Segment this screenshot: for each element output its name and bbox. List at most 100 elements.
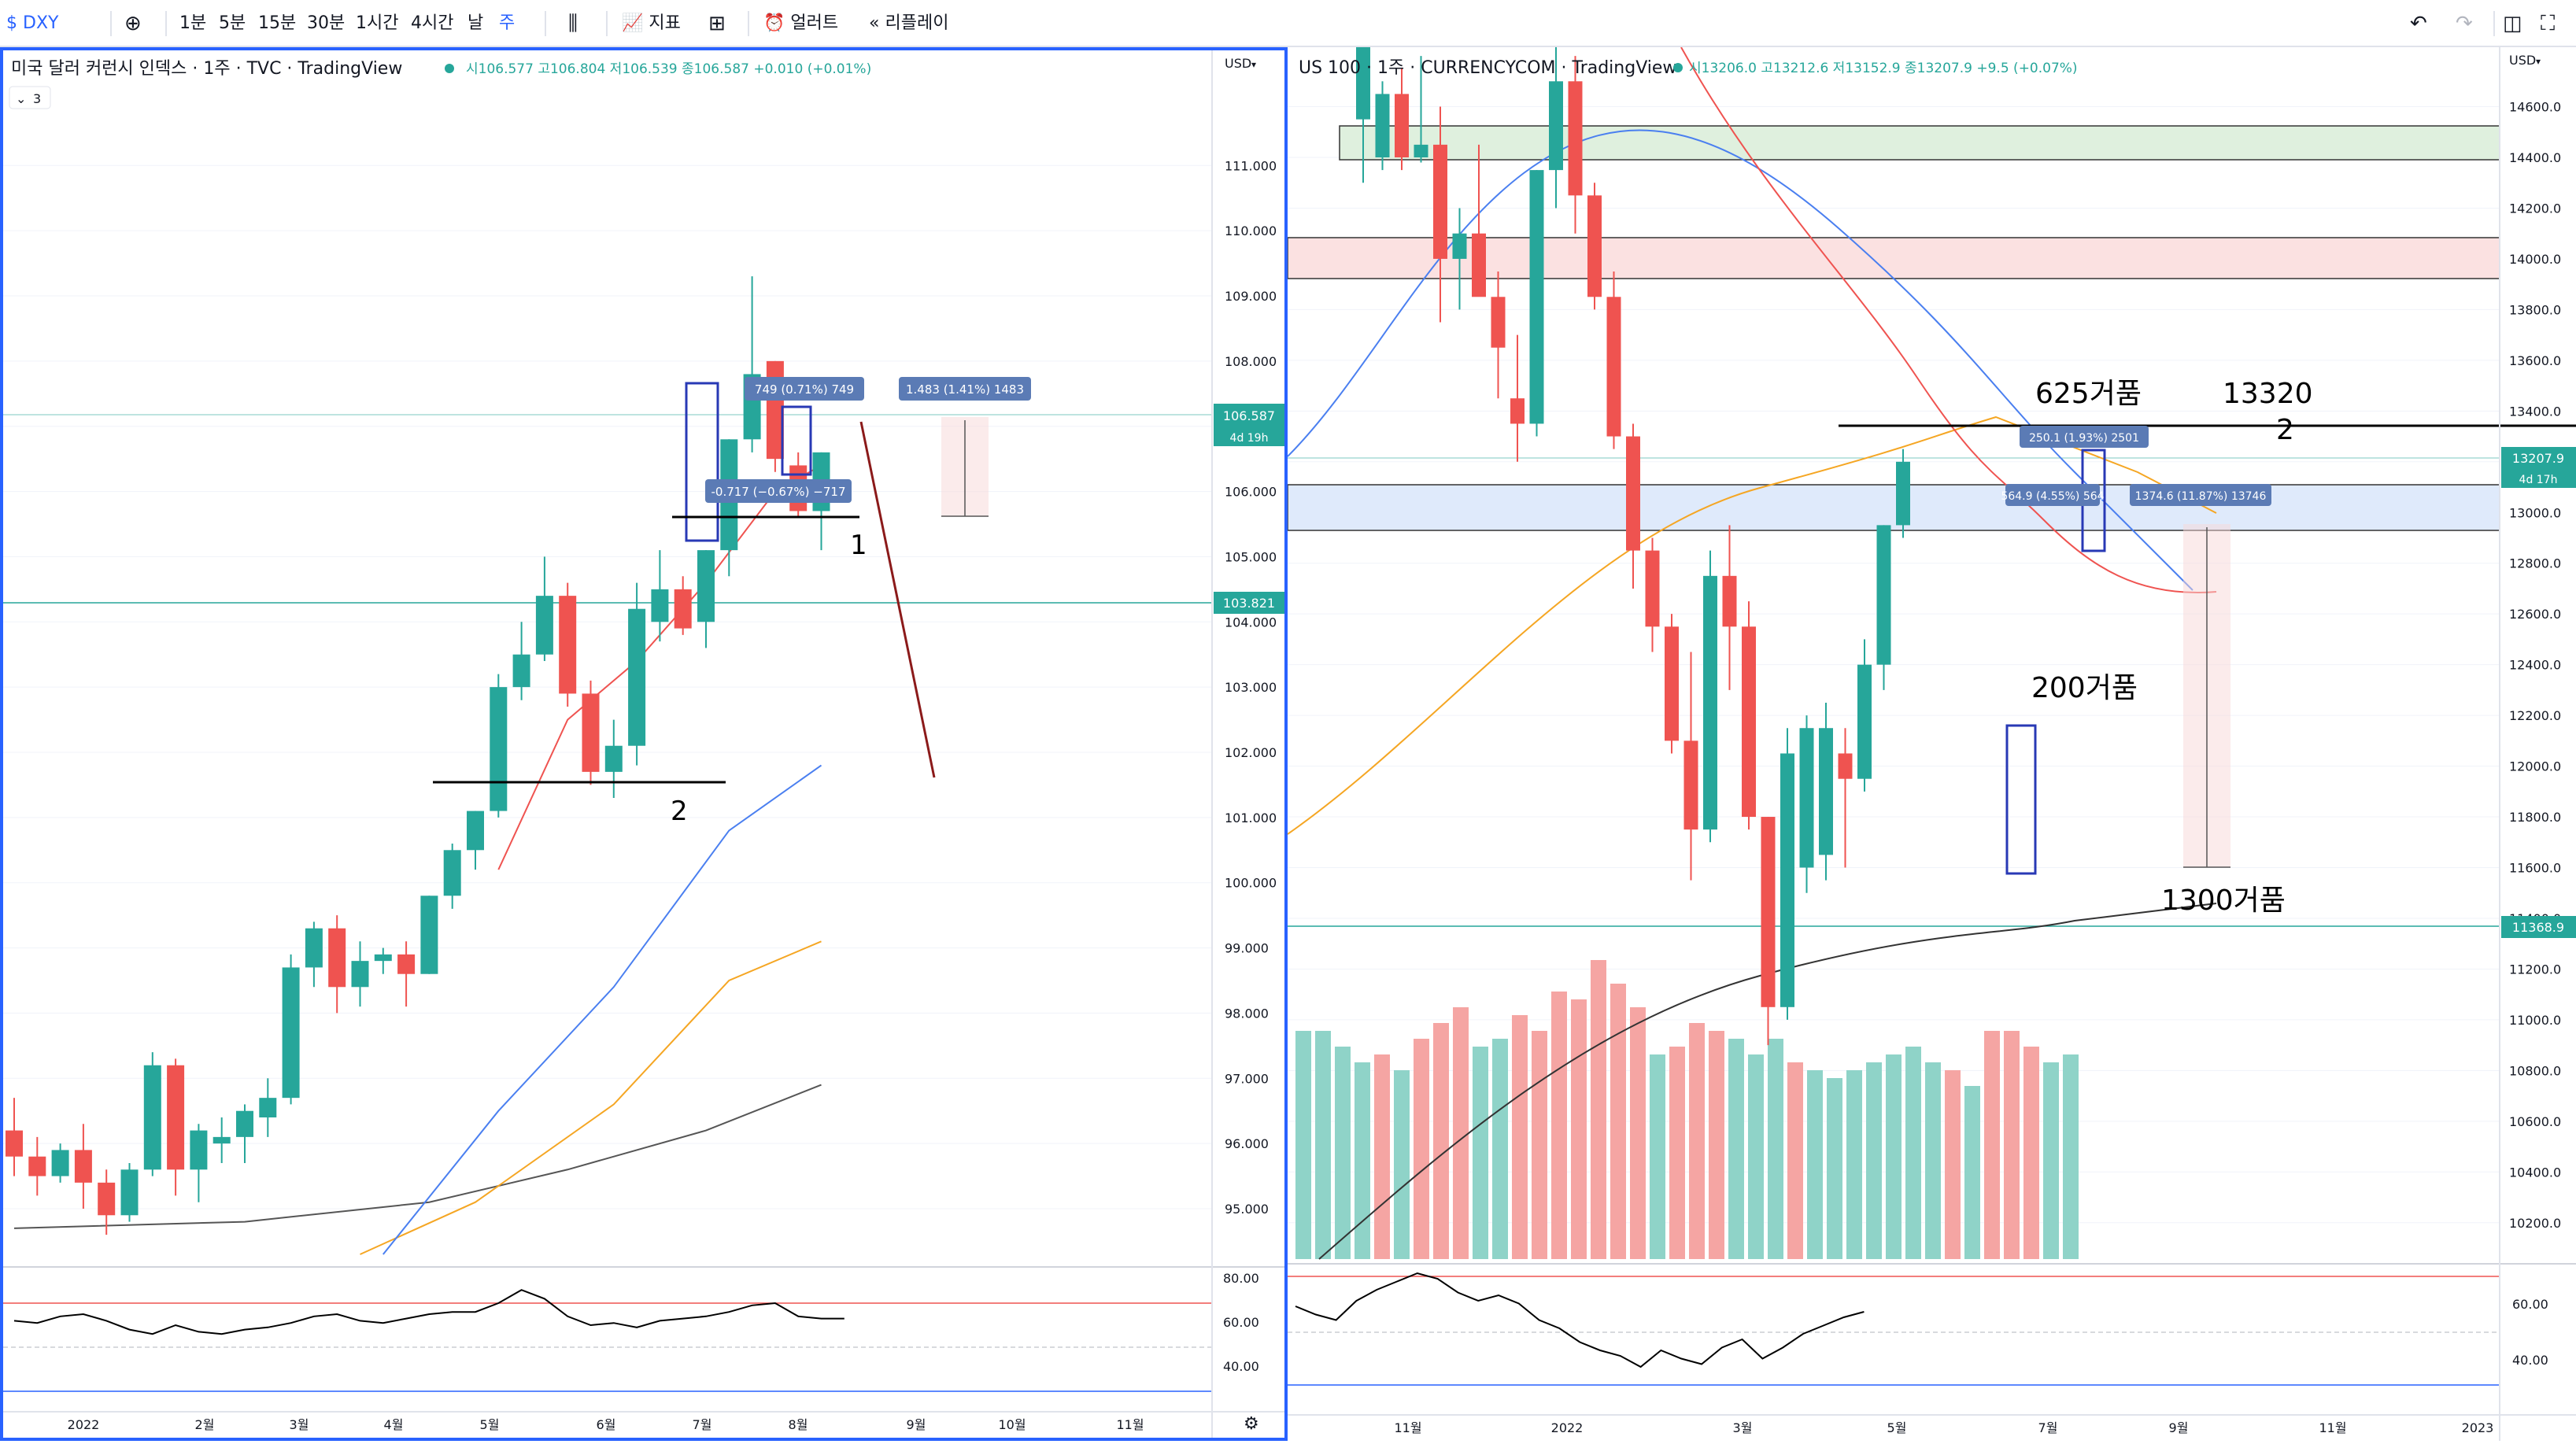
fullscreen-icon[interactable]: ⛶ [2541, 12, 2556, 35]
y-tick-label: 11000.0 [2509, 1013, 2561, 1028]
candle [420, 896, 438, 974]
candle [582, 693, 600, 772]
chart-pane-us100[interactable]: 250.1 (1.93%) 2501 564.9 (4.55%) 564 137… [1287, 17, 2576, 1441]
candle [397, 954, 416, 974]
candle [443, 850, 461, 896]
us100-chart[interactable]: 250.1 (1.93%) 2501 564.9 (4.55%) 564 137… [1287, 17, 2576, 1441]
measure-box-b-text: -0.717 (−0.67%) −717 [711, 485, 845, 499]
interval-1h[interactable]: 1시간 [356, 13, 399, 33]
chart-pane-dxy[interactable]: 1.483 (1.41%) 1483 749 (0.71%) 749 -0.71… [0, 47, 1288, 1441]
candles-icon[interactable]: ⫼ [568, 12, 578, 35]
volume-bar [1492, 1039, 1508, 1259]
interval-15m[interactable]: 15분 [258, 13, 297, 33]
measure-box-b[interactable] [705, 479, 852, 503]
interval-4h[interactable]: 4시간 [411, 13, 454, 33]
volume-bar [1866, 1062, 1882, 1259]
y-tick-label: 13800.0 [2509, 302, 2561, 317]
y-tick-label: 11800.0 [2509, 810, 2561, 825]
volume-bar [1984, 1031, 2000, 1259]
add-symbol-icon[interactable]: ⊕ [124, 12, 142, 35]
candle [1742, 626, 1756, 818]
candle [1472, 233, 1486, 297]
interval-1m[interactable]: 1분 [179, 13, 207, 33]
volume-bar [1394, 1070, 1410, 1259]
volume-bar [1551, 992, 1567, 1259]
y-tick-label: 10200.0 [2509, 1216, 2561, 1231]
y-tick-label: 11600.0 [2509, 861, 2561, 876]
measure-box-c[interactable] [2130, 484, 2271, 506]
zone-blue[interactable] [1287, 484, 2500, 531]
candle [374, 954, 392, 962]
candle [1780, 753, 1794, 1007]
replay-button[interactable]: « 리플레이 [869, 13, 949, 33]
layout-icon[interactable]: ◫ [2503, 12, 2522, 35]
volume-bar [1768, 1039, 1783, 1259]
level-tag-text: 103.821 [1223, 596, 1275, 611]
rsi-line [1295, 1272, 1865, 1368]
ma-orange-line [360, 940, 822, 1255]
x-tick-label: 5월 [480, 1417, 500, 1432]
volume-bar [1728, 1039, 1744, 1259]
ma-orange-line [1287, 415, 2217, 835]
zone-red[interactable] [1287, 237, 2500, 279]
volume-bar [1905, 1047, 1921, 1259]
interval-5m[interactable]: 5분 [219, 13, 246, 33]
volume-bar [2004, 1031, 2020, 1259]
volume-bar [1787, 1062, 1803, 1259]
x-tick-label: 6월 [597, 1417, 616, 1432]
legend-title[interactable]: US 100 · 1주 · CURRENCYCOM · TradingView [1299, 58, 1676, 78]
candle [305, 928, 323, 968]
candle [1722, 575, 1737, 627]
highlight-box-2[interactable] [781, 405, 812, 476]
indicator-toggle[interactable] [9, 86, 51, 109]
candle [697, 550, 715, 622]
undo-icon[interactable]: ↶ [2410, 12, 2427, 35]
y-tick-label: 100.000 [1225, 876, 1277, 891]
y-tick-label: 95.000 [1225, 1202, 1269, 1217]
settings-icon[interactable]: ⚙ [1244, 1414, 1259, 1434]
measure-box-b[interactable] [2005, 484, 2100, 506]
candle [1452, 233, 1467, 259]
volume-bar [1571, 999, 1587, 1259]
measure-box-a-text: 749 (0.71%) 749 [755, 382, 854, 397]
trend-line[interactable] [859, 421, 936, 778]
redo-icon[interactable]: ↷ [2456, 12, 2473, 35]
measure-box-a[interactable] [745, 377, 864, 401]
annot-1300: 1300거품 [2161, 884, 2286, 917]
y-tick-label: 109.000 [1225, 289, 1277, 304]
volume-bar [1925, 1062, 1941, 1259]
y-tick-label: 96.000 [1225, 1136, 1269, 1151]
y-tick-label: 98.000 [1225, 1006, 1269, 1021]
y-tick-label: 108.000 [1225, 354, 1277, 369]
price-tag-text: 106.587 [1223, 408, 1275, 423]
indicators-button[interactable]: 📈 지표 [622, 13, 681, 33]
annot-2: 2 [2276, 414, 2294, 446]
candle [1626, 436, 1640, 551]
measure-box-up-text: 1.483 (1.41%) 1483 [906, 382, 1024, 397]
candle [259, 1098, 277, 1117]
measure-box-a[interactable] [2020, 426, 2149, 448]
symbol-button[interactable]: $ DXY [6, 13, 59, 33]
volume-bar [1532, 1031, 1547, 1259]
legend-title[interactable]: 미국 달러 커런시 인덱스 · 1주 · TVC · TradingView [11, 59, 402, 79]
dxy-chart[interactable]: 1.483 (1.41%) 1483 749 (0.71%) 749 -0.71… [3, 50, 1284, 1438]
highlight-box-200[interactable] [2005, 724, 2037, 875]
measure-box-up[interactable] [899, 377, 1031, 401]
volume-bar [2023, 1047, 2039, 1259]
interval-30m[interactable]: 30분 [307, 13, 346, 33]
interval-day[interactable]: 날 [468, 13, 484, 33]
currency-label[interactable]: USD [2509, 53, 2536, 68]
zone-green[interactable] [1339, 125, 2500, 161]
y-tick-label: 14600.0 [2509, 100, 2561, 115]
highlight-box-1[interactable] [685, 382, 719, 542]
currency-label[interactable]: USD [1225, 56, 1251, 71]
interval-week[interactable]: 주 [499, 13, 516, 33]
candle [1606, 297, 1621, 437]
volume-bar [1335, 1047, 1351, 1259]
candle [1645, 550, 1660, 627]
alert-button[interactable]: ⏰ 얼러트 [763, 13, 839, 33]
templates-icon[interactable]: ⊞ [708, 12, 726, 35]
candle [51, 1150, 69, 1176]
x-tick-label: 11월 [1116, 1417, 1144, 1432]
ma-blue-line [1287, 129, 2193, 591]
